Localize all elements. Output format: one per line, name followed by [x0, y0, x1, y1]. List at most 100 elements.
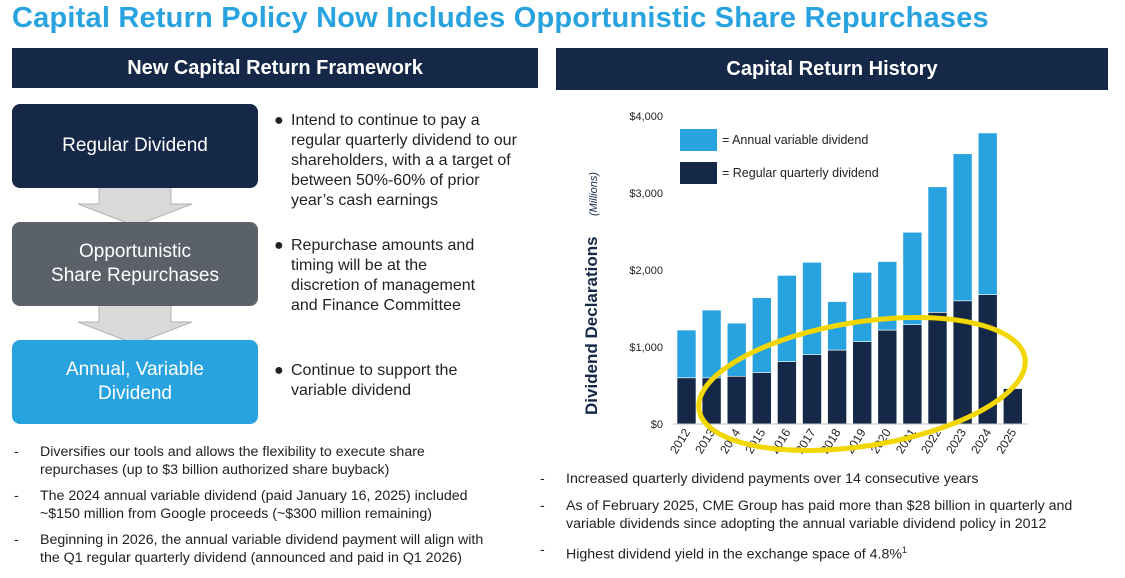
- bullet-text: variable dividend: [291, 382, 412, 399]
- box-label: Opportunistic: [79, 241, 191, 262]
- bullet-text: regular quarterly dividend to our: [291, 132, 517, 149]
- note-text: ~$150 million from Google proceeds (~$30…: [40, 506, 432, 522]
- legend-label-variable: = Annual variable dividend: [722, 133, 868, 147]
- x-tick-label: 2015: [742, 426, 768, 456]
- bullet-text: year’s cash earnings: [291, 192, 439, 209]
- note-item: - Diversifies our tools and allows the f…: [14, 443, 534, 479]
- history-note-text: variable dividends since adopting the an…: [566, 516, 1047, 532]
- box-label: Dividend: [98, 383, 172, 404]
- bullet-text: shareholders, with a a target of: [291, 152, 511, 169]
- footnote-marker: 1: [902, 545, 908, 555]
- bar-regular-2019: [852, 341, 873, 425]
- bar-variable-2015: [752, 297, 772, 373]
- bar-variable-2024: [977, 132, 998, 295]
- framework-bullet: ● Repurchase amounts and timing will be …: [274, 236, 534, 316]
- box-label: Share Repurchases: [51, 265, 219, 286]
- dash-icon: -: [14, 444, 19, 460]
- history-note-item: - Increased quarterly dividend payments …: [540, 470, 1120, 488]
- legend-label-regular: = Regular quarterly dividend: [722, 166, 879, 180]
- bar-variable-2022: [927, 186, 948, 313]
- down-arrow-icon: [77, 186, 193, 226]
- bar-variable-2013: [701, 309, 722, 379]
- dash-icon: -: [540, 542, 545, 558]
- x-tick-label: 2012: [667, 426, 693, 456]
- bar-variable-2021: [902, 231, 923, 325]
- y-tick-label: $0: [651, 419, 663, 431]
- y-tick-label: $4,000: [629, 111, 663, 123]
- highlight-ellipse: [696, 315, 1028, 453]
- bar-regular-2017: [802, 354, 822, 425]
- y-tick-label: $1,000: [629, 342, 663, 354]
- x-tick-label: 2024: [968, 426, 994, 456]
- history-note-text: Increased quarterly dividend payments ov…: [566, 471, 979, 487]
- down-arrow-icon: [77, 304, 193, 344]
- note-text: Beginning in 2026, the annual variable d…: [40, 532, 484, 548]
- framework-bullet: ● Continue to support the variable divid…: [274, 361, 534, 401]
- legend-swatch-variable: [680, 129, 717, 151]
- bar-series: [676, 132, 1023, 425]
- history-header: Capital Return History: [556, 48, 1108, 90]
- note-item: - Beginning in 2026, the annual variable…: [14, 531, 534, 567]
- box-label: Regular Dividend: [62, 135, 208, 156]
- history-note-text: Highest dividend yield in the exchange s…: [566, 546, 902, 563]
- bar-regular-2021: [902, 324, 923, 425]
- bar-regular-2012: [676, 377, 697, 425]
- bullet-text: Repurchase amounts and: [291, 237, 475, 254]
- bullet-text: timing will be at the: [291, 257, 428, 274]
- bullet-icon: ●: [274, 237, 284, 254]
- bullet-text: Intend to continue to pay a: [291, 112, 480, 129]
- dash-icon: -: [540, 498, 545, 514]
- dash-icon: -: [14, 532, 19, 548]
- x-axis: 2012 2013 2014 2015 2016 2017 2018 2019 2020 2021…: [667, 423, 1029, 456]
- history-note-text: As of February 2025, CME Group has paid …: [566, 498, 1073, 514]
- y-axis-title: Dividend Declarations (Millions): [582, 172, 601, 415]
- bar-variable-2019: [852, 272, 873, 342]
- bar-variable-2017: [802, 262, 822, 356]
- bar-regular-2015: [752, 372, 772, 425]
- bullet-text: and Finance Committee: [291, 297, 461, 314]
- y-tick-label: $3,000: [629, 188, 663, 200]
- x-tick-label: 2025: [993, 426, 1019, 456]
- framework-bullet: ● Intend to continue to pay a regular qu…: [274, 111, 534, 211]
- bullet-icon: ●: [274, 112, 284, 129]
- bar-variable-2020: [877, 261, 898, 331]
- bar-variable-2012: [676, 329, 697, 379]
- bar-variable-2016: [777, 275, 797, 362]
- bar-variable-2014: [726, 322, 747, 377]
- y-tick-label: $2,000: [629, 265, 663, 277]
- history-note-item: - Highest dividend yield in the exchange…: [540, 541, 1120, 564]
- legend-swatch-regular: [680, 162, 717, 184]
- history-note-item: - As of February 2025, CME Group has pai…: [540, 497, 1120, 533]
- note-item: - The 2024 annual variable dividend (pai…: [14, 487, 534, 523]
- bar-regular-2022: [927, 312, 948, 425]
- bar-regular-2018: [827, 349, 847, 425]
- capital-return-chart: Dividend Declarations (Millions) $0 $1,00…: [582, 111, 1029, 456]
- box-label: Annual, Variable: [65, 359, 205, 380]
- bullet-icon: ●: [274, 362, 284, 379]
- y-axis-label: Dividend Declarations: [582, 236, 601, 415]
- y-axis: $0 $1,000 $2,000 $3,000 $4,000: [629, 111, 663, 431]
- bar-regular-2020: [877, 329, 898, 425]
- bullet-text: discretion of management: [291, 277, 476, 294]
- note-text: the Q1 regular quarterly dividend (annou…: [40, 550, 462, 566]
- dash-icon: -: [540, 471, 545, 487]
- x-tick-label: 2023: [943, 426, 969, 456]
- history-header-label: Capital Return History: [726, 57, 938, 80]
- bar-regular-2014: [726, 375, 747, 425]
- bullet-text: between 50%-60% of prior: [291, 172, 480, 189]
- y-axis-unit: (Millions): [588, 172, 600, 216]
- note-text: Diversifies our tools and allows the fle…: [40, 444, 425, 460]
- dash-icon: -: [14, 488, 19, 504]
- regular-dividend-box: Regular Dividend: [12, 104, 258, 188]
- legend: = Annual variable dividend = Regular qua…: [680, 129, 879, 184]
- variable-dividend-box: Annual, Variable Dividend: [12, 340, 258, 424]
- note-text: repurchases (up to $3 billion authorized…: [40, 462, 390, 478]
- page-title: Capital Return Policy Now Includes Oppor…: [12, 2, 989, 34]
- framework-header: New Capital Return Framework: [12, 48, 538, 88]
- share-repurchases-box: Opportunistic Share Repurchases: [12, 222, 258, 306]
- bar-regular-2016: [777, 361, 797, 425]
- note-text: The 2024 annual variable dividend (paid …: [40, 488, 468, 504]
- x-tick-label: 2019: [843, 426, 869, 456]
- bar-variable-2023: [952, 153, 973, 302]
- bullet-text: Continue to support the: [291, 362, 458, 379]
